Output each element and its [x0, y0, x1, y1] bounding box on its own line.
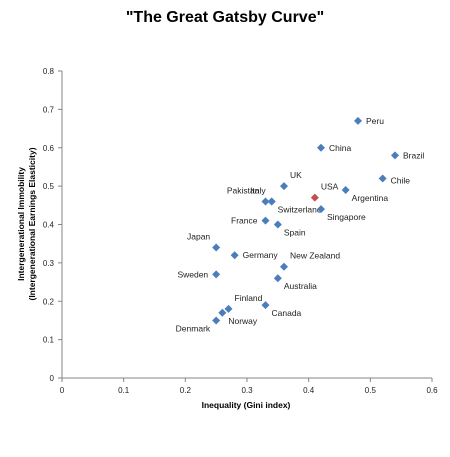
x-axis-title: Inequality (Gini index)	[202, 400, 291, 410]
point-marker-brazil	[391, 151, 399, 160]
point-marker-singapore	[317, 205, 325, 214]
point-marker-china	[317, 143, 325, 152]
point-label-france: France	[231, 216, 258, 226]
point-label-china: China	[329, 143, 351, 153]
axes: 0 0.1 0.2 0.3 0.4 0.5 0.6 0.7 0.8 0 0.1 0.2 0.3 0.4 0.…	[43, 67, 438, 395]
chart-title: "The Great Gatsby Curve"	[126, 9, 324, 26]
y-axis-title-line1: Intergenerational Immobility	[16, 167, 26, 281]
point-marker-japan	[212, 243, 221, 252]
y-tick-label: 0.5	[43, 182, 55, 191]
point-label-sweden: Sweden	[177, 269, 208, 279]
point-marker-sweden	[212, 270, 221, 279]
point-label-chile: Chile	[391, 175, 411, 185]
x-tick-label: 0.3	[241, 386, 253, 395]
point-marker-canada	[261, 301, 270, 310]
point-label-pakistan: Pakistan	[227, 185, 260, 195]
point-label-norway: Norway	[228, 316, 258, 326]
y-axis-title-line2: (Intergenerational Earnings Elasticity)	[27, 147, 37, 300]
point-marker-australia	[273, 274, 282, 283]
point-marker-spain	[273, 220, 282, 229]
point-label-finland: Finland	[235, 293, 263, 303]
y-tick-label: 0.3	[43, 259, 55, 268]
x-tick-label: 0.2	[180, 386, 192, 395]
y-tick-label: 0.7	[43, 105, 55, 114]
point-marker-pakistan	[261, 197, 270, 206]
point-label-argentina: Argentina	[352, 193, 389, 203]
y-tick-label: 0.4	[43, 221, 55, 230]
x-tick-label: 0	[60, 386, 65, 395]
data-points: Peru China Brazil Chile UK Italy USA Argentina P…	[176, 116, 425, 334]
y-tick-label: 0.6	[43, 144, 55, 153]
point-label-germany: Germany	[243, 250, 279, 260]
point-label-uk: UK	[290, 170, 302, 180]
point-label-new-zealand: New Zealand	[290, 251, 340, 261]
y-tick-label: 0.2	[43, 297, 55, 306]
point-label-canada: Canada	[272, 308, 302, 318]
point-label-switzerland: Switzerland	[278, 204, 322, 214]
point-label-spain: Spain	[284, 228, 306, 238]
point-marker-france	[261, 216, 270, 225]
point-marker-chile	[378, 174, 387, 183]
point-marker-germany	[230, 251, 239, 260]
x-tick-label: 0.4	[303, 386, 315, 395]
point-label-denmark: Denmark	[176, 323, 211, 333]
point-label-japan: Japan	[187, 232, 210, 242]
point-marker-uk	[280, 182, 288, 191]
y-tick-label: 0	[50, 374, 55, 383]
y-tick-label: 0.8	[43, 67, 55, 76]
point-label-peru: Peru	[366, 116, 384, 126]
point-marker-usa	[310, 193, 319, 202]
x-tick-label: 0.5	[365, 386, 377, 395]
point-label-australia: Australia	[284, 281, 317, 291]
point-marker-finland	[224, 304, 233, 313]
point-marker-peru	[354, 116, 362, 125]
point-label-singapore: Singapore	[327, 212, 366, 222]
point-marker-new-zealand	[280, 262, 288, 271]
y-tick-label: 0.1	[43, 336, 55, 345]
point-label-brazil: Brazil	[403, 150, 424, 160]
point-label-italy: Italy	[250, 185, 266, 195]
x-tick-label: 0.1	[118, 386, 130, 395]
point-marker-denmark	[212, 316, 221, 325]
point-marker-argentina	[341, 185, 350, 194]
x-tick-label: 0.6	[426, 386, 438, 395]
point-label-usa: USA	[321, 182, 339, 192]
point-marker-switzerland	[267, 197, 276, 206]
point-marker-norway	[218, 308, 227, 317]
